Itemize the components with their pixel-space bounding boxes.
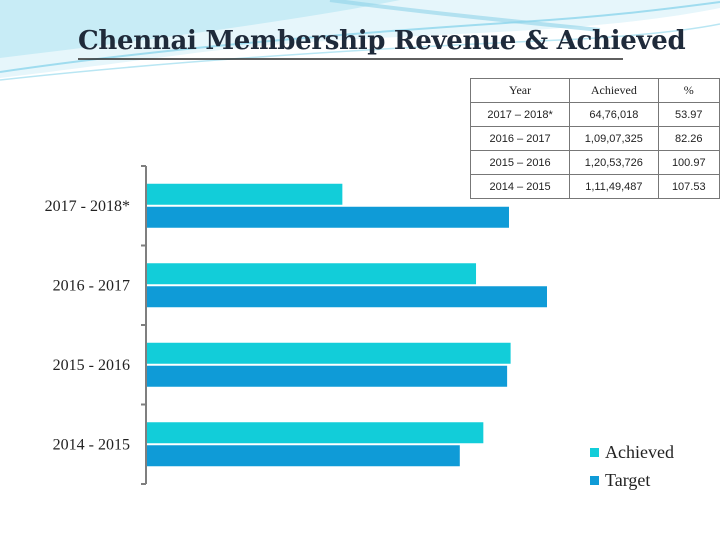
category-tick-label: 2017 - 2018* xyxy=(45,198,130,215)
table-header-achieved: Achieved xyxy=(569,78,659,103)
table-row: 2016 – 2017 1,09,07,325 82.26 xyxy=(469,126,720,151)
table-row: 2014 – 2015 1,11,49,487 107.53 xyxy=(469,174,720,199)
table-cell-percent: 82.26 xyxy=(657,126,720,151)
bar-achieved-2 xyxy=(147,342,511,364)
bar-target-1 xyxy=(147,286,547,308)
table-cell-percent: 53.97 xyxy=(657,102,720,127)
page-title: Chennai Membership Revenue & Achieved xyxy=(78,26,686,56)
bar-achieved-0 xyxy=(147,183,343,205)
bar-achieved-3 xyxy=(147,422,484,444)
legend-swatch-achieved xyxy=(590,447,599,457)
legend-label-achieved: Achieved xyxy=(605,441,674,462)
table-cell-achieved: 1,09,07,325 xyxy=(569,126,659,151)
table-cell-year: 2017 – 2018* xyxy=(469,102,571,127)
table-cell-achieved: 1,20,53,726 xyxy=(569,150,659,175)
legend-item-target: Target xyxy=(590,466,674,494)
legend-label-target: Target xyxy=(605,469,651,490)
labels-layer: 2017 - 2018* 2016 - 2017 2015 - 2016 2014 -… xyxy=(45,198,130,454)
category-tick-label: 2016 - 2017 xyxy=(53,277,130,294)
header-swoosh-decoration xyxy=(0,0,720,81)
table-cell-achieved: 1,11,49,487 xyxy=(569,174,659,199)
bars-layer xyxy=(147,183,547,467)
category-tick-label: 2015 - 2016 xyxy=(53,357,130,374)
table-header-row: Year Achieved % xyxy=(469,78,720,103)
bar-achieved-1 xyxy=(147,263,477,285)
achievement-table: Year Achieved % 2017 – 2018* 64,76,018 5… xyxy=(469,78,720,199)
table-header-percent: % xyxy=(657,78,720,103)
table-cell-percent: 107.53 xyxy=(657,174,720,199)
bar-target-3 xyxy=(147,445,460,467)
table-cell-achieved: 64,76,018 xyxy=(569,102,659,127)
table-row: 2017 – 2018* 64,76,018 53.97 xyxy=(469,102,720,127)
table-cell-year: 2016 – 2017 xyxy=(469,126,571,151)
table-cell-year: 2015 – 2016 xyxy=(469,150,571,175)
bar-target-0 xyxy=(147,206,509,228)
table-cell-percent: 100.97 xyxy=(657,150,720,175)
legend-swatch-target xyxy=(590,475,599,485)
chart-legend: Achieved Target xyxy=(590,438,674,494)
title-underline xyxy=(78,58,623,60)
category-tick-label: 2014 - 2015 xyxy=(53,436,130,453)
table-cell-year: 2014 – 2015 xyxy=(469,174,571,199)
bar-target-2 xyxy=(147,365,508,387)
table-header-year: Year xyxy=(469,78,571,103)
legend-item-achieved: Achieved xyxy=(590,438,674,466)
table-row: 2015 – 2016 1,20,53,726 100.97 xyxy=(469,150,720,175)
axis-layer xyxy=(141,165,147,485)
